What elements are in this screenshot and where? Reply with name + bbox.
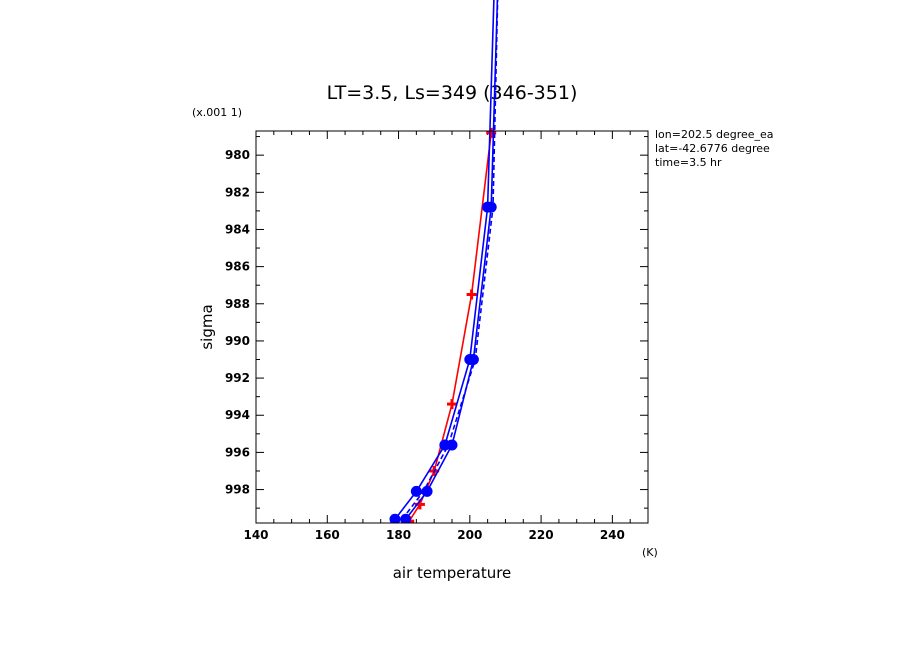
series-0-point-4: [466, 289, 477, 300]
info-line-lon: lon=202.5 degree_ea: [655, 128, 774, 141]
series-2-point-0: [400, 513, 412, 523]
y-tick-label: 998: [225, 483, 250, 497]
y-tick-label: 980: [225, 148, 250, 162]
y-tick-label: 994: [225, 408, 250, 422]
info-mask: [780, 128, 904, 178]
series-1-point-1: [410, 485, 422, 497]
series-line-3: [401, 0, 499, 520]
y-tick-label: 988: [225, 297, 250, 311]
y-tick-label: 990: [225, 334, 250, 348]
info-block: lon=202.5 degree_ea lat=-42.6776 degree …: [655, 128, 774, 169]
series-line-2: [405, 0, 499, 520]
series-layer: [389, 0, 499, 523]
axis-ticks: 140 160 180 200 220 240 980 982 984 986 988 990 992 9…: [225, 131, 648, 542]
x-tick-label: 180: [386, 528, 411, 542]
series-2-point-1: [421, 485, 433, 497]
series-0-point-3: [447, 399, 457, 410]
x-unit-label: (K): [642, 546, 658, 559]
info-line-lat: lat=-42.6776 degree: [655, 142, 770, 155]
series-2-point-3: [467, 354, 479, 366]
series-line-0: [408, 132, 492, 522]
y-axis-label: sigma: [198, 304, 216, 349]
y-tick-label: 986: [225, 260, 250, 274]
chart-title: LT=3.5, Ls=349 (346-351): [327, 82, 578, 104]
series-line-1: [394, 0, 495, 520]
series-0-point-5: [486, 127, 497, 138]
y-tick-label: 992: [225, 371, 250, 385]
series-2-point-2: [446, 439, 458, 451]
series-1-point-0: [389, 513, 401, 523]
x-tick-label: 200: [457, 528, 482, 542]
y-tick-label: 982: [225, 185, 250, 199]
info-line-time: time=3.5 hr: [655, 156, 722, 169]
y-scale-note: (x.001 1): [192, 106, 242, 119]
series-2-point-4: [485, 201, 497, 213]
x-tick-label: 220: [529, 528, 554, 542]
x-tick-label: 240: [600, 528, 625, 542]
x-axis-label: air temperature: [393, 564, 512, 582]
x-tick-label: 160: [315, 528, 340, 542]
plot-frame: [255, 130, 649, 524]
y-tick-label: 996: [225, 445, 250, 459]
y-tick-label: 984: [225, 222, 250, 236]
x-tick-label: 140: [243, 528, 268, 542]
